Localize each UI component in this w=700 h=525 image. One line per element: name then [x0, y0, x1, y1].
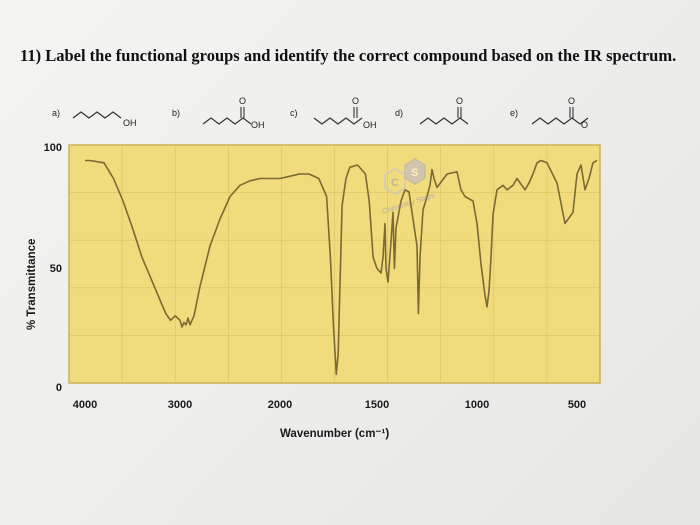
option-e-skeleton — [531, 117, 589, 125]
option-d: d) O — [395, 96, 469, 125]
y-tick-label: 0 — [56, 382, 62, 394]
option-d-letter: d) — [395, 108, 403, 118]
spectrum-line — [85, 159, 598, 376]
plot-area: 4000 3000 2000 1500 1000 500 0 50 100 Wavenumbe… — [26, 142, 601, 440]
option-d-skeleton — [419, 117, 469, 125]
option-e-ester-o-label: O — [581, 120, 588, 130]
option-b-letter: b) — [172, 108, 180, 118]
option-e-o-label: O — [568, 96, 575, 106]
answer-options: a) OH b) O OH c) O OH d) O — [52, 96, 589, 130]
watermark-hexagon-c — [384, 167, 406, 196]
y-tick-label: 100 — [44, 142, 62, 154]
watermark-letter-c: C — [391, 177, 399, 189]
option-a: a) OH — [52, 108, 137, 128]
y-axis-title: % Transmittance — [26, 239, 38, 330]
option-a-letter: a) — [52, 108, 60, 118]
option-c-skeleton — [313, 117, 363, 125]
option-b-skeleton — [202, 117, 252, 125]
option-b-oh-label: OH — [251, 120, 265, 130]
option-b-o-label: O — [239, 96, 246, 106]
x-tick-label: 4000 — [73, 399, 97, 411]
x-tick-label: 3000 — [168, 399, 192, 411]
x-axis-ticks: 4000 3000 2000 1500 1000 500 — [73, 399, 586, 411]
option-b: b) O OH — [172, 96, 265, 130]
option-a-skeleton — [72, 111, 122, 119]
x-axis-title: Wavenumber (cm⁻¹) — [280, 428, 389, 440]
watermark-letter-s: S — [411, 167, 418, 179]
x-tick-label: 1000 — [465, 399, 489, 411]
option-c-letter: c) — [290, 108, 298, 118]
x-tick-label: 2000 — [268, 399, 292, 411]
option-c-oh-label: OH — [363, 120, 377, 130]
y-axis-ticks: 0 50 100 — [44, 142, 62, 394]
watermark-hexagon-s — [404, 158, 426, 185]
y-tick-label: 50 — [50, 263, 62, 275]
x-tick-label: 1500 — [365, 399, 389, 411]
option-d-o-label: O — [456, 96, 463, 106]
x-tick-label: 500 — [568, 399, 586, 411]
question-text: 11) Label the functional groups and iden… — [20, 46, 677, 65]
option-c: c) O OH — [290, 96, 377, 130]
option-e-letter: e) — [510, 108, 518, 118]
option-e: e) O O — [510, 96, 589, 130]
option-c-o-label: O — [352, 96, 359, 106]
option-a-oh-label: OH — [123, 118, 137, 128]
